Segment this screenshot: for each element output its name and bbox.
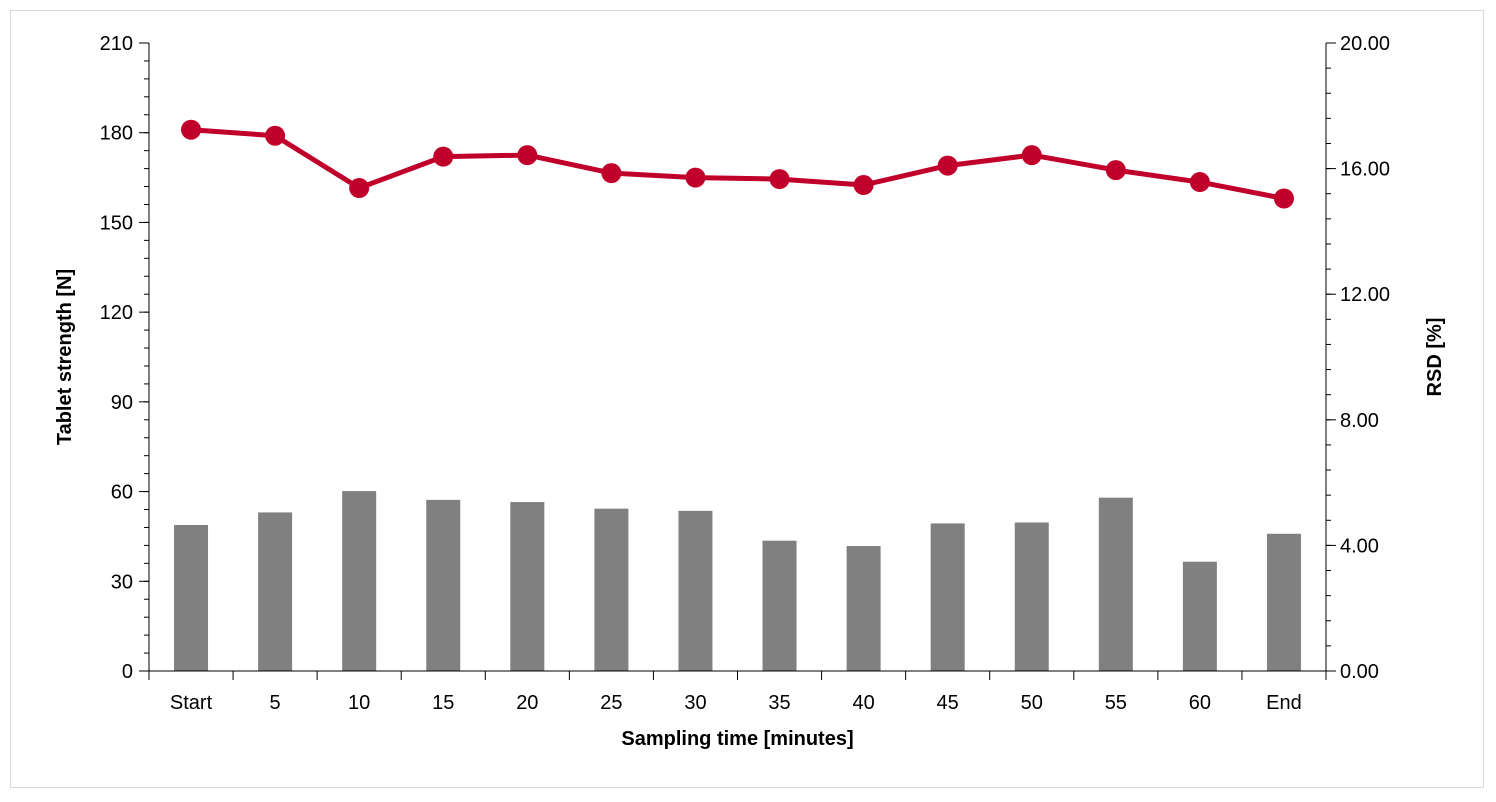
x-tick-label: 30 <box>684 692 706 714</box>
strength-line-series <box>181 119 1294 209</box>
x-tick-label: 25 <box>600 692 622 714</box>
rsd-bar <box>762 540 797 671</box>
x-tick-label: End <box>1266 692 1302 714</box>
y-right-tick-label: 8.00 <box>1340 410 1379 432</box>
rsd-bar <box>174 524 209 671</box>
rsd-bar <box>258 512 293 671</box>
rsd-bar <box>594 508 629 671</box>
y-right-tick-label: 16.00 <box>1340 159 1390 181</box>
x-tick-label: 40 <box>852 692 874 714</box>
x-tick-label: 50 <box>1021 692 1043 714</box>
x-tick-label: 45 <box>937 692 959 714</box>
rsd-bar-series <box>174 491 1301 671</box>
x-tick-label: 55 <box>1105 692 1127 714</box>
x-tick-label: 10 <box>348 692 370 714</box>
y-left-axis-title: Tablet strength [N] <box>54 269 76 445</box>
y-left-tick-label: 90 <box>111 392 133 414</box>
rsd-bar <box>1266 533 1301 671</box>
x-tick-label: 35 <box>768 692 790 714</box>
x-tick-label: 20 <box>516 692 538 714</box>
rsd-bar <box>930 523 965 671</box>
strength-point <box>601 163 622 184</box>
y-right-tick-label: 20.00 <box>1340 33 1390 55</box>
x-tick-label: 60 <box>1189 692 1211 714</box>
strength-point <box>181 119 202 140</box>
x-axis-title: Sampling time [minutes] <box>621 728 853 750</box>
y-right-axis-title: RSD [%] <box>1424 318 1446 397</box>
y-left-tick-label: 60 <box>111 482 133 504</box>
y-left-tick-label: 210 <box>100 33 133 55</box>
strength-point <box>1189 172 1210 193</box>
strength-point <box>1273 188 1294 209</box>
rsd-bar <box>1098 497 1133 671</box>
strength-point <box>517 145 538 166</box>
rsd-bar <box>846 546 881 671</box>
strength-point <box>349 178 370 199</box>
tick-labels: 0 30 60 90 120 150 180 210 0.00 4.00 8.00 12.00 16.0… <box>100 33 1390 714</box>
strength-point <box>769 169 790 190</box>
rsd-bar <box>510 502 545 671</box>
y-right-tick-label: 4.00 <box>1340 535 1379 557</box>
y-right-tick-label: 12.00 <box>1340 284 1390 306</box>
strength-point <box>433 146 454 167</box>
rsd-bar <box>426 499 461 671</box>
rsd-bar <box>1182 561 1217 671</box>
y-left-tick-label: 150 <box>100 212 133 234</box>
y-left-tick-label: 180 <box>100 123 133 145</box>
strength-point <box>265 125 286 146</box>
y-left-tick-label: 30 <box>111 571 133 593</box>
strength-point <box>685 167 706 188</box>
x-tick-label: 5 <box>270 692 281 714</box>
strength-point <box>1105 160 1126 181</box>
y-left-tick-label: 0 <box>122 661 133 683</box>
rsd-bar <box>1014 522 1049 671</box>
strength-point <box>853 175 874 196</box>
x-tick-label: 15 <box>432 692 454 714</box>
strength-point <box>937 155 958 176</box>
rsd-bar <box>678 510 713 671</box>
axes <box>139 42 1336 680</box>
strength-line <box>190 127 1285 201</box>
chart-frame <box>10 10 1484 788</box>
rsd-bar <box>342 491 377 671</box>
y-right-tick-label: 0.00 <box>1340 661 1379 683</box>
y-left-tick-label: 120 <box>100 302 133 324</box>
x-tick-label: Start <box>170 692 213 714</box>
strength-point <box>1021 145 1042 166</box>
